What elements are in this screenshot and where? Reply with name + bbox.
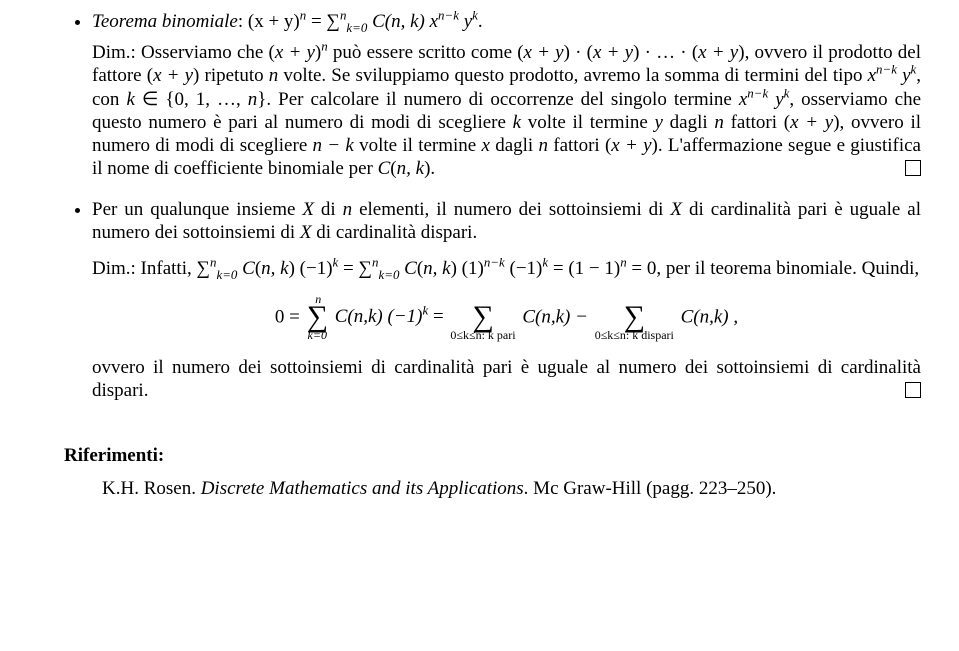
sigma-1: n ∑ k=0 <box>307 294 328 340</box>
display-equation: 0 = n ∑ k=0 C(n,k) (−1)k = ∑ 0≤k≤n: k pa… <box>92 294 921 340</box>
subset-parity-item: Per un qualunque insieme X di n elementi… <box>92 198 921 402</box>
proof-1: Dim.: Osserviamo che (x + y)n può essere… <box>92 41 921 180</box>
th-expr: : (x + y)n = ∑nk=0 C(n, k) xn−k yk. <box>238 11 483 32</box>
theorem-line: Teorema binomiale: (x + y)n = ∑nk=0 C(n,… <box>92 11 483 32</box>
statement-2: Per un qualunque insieme X di n elementi… <box>92 198 921 244</box>
reference-item: K.H. Rosen. Discrete Mathematics and its… <box>64 477 921 500</box>
references-heading: Riferimenti: <box>64 444 921 467</box>
sigma-2: ∑ 0≤k≤n: k pari <box>450 294 515 340</box>
theorem-title: Teorema binomiale <box>92 11 238 32</box>
sigma-3: ∑ 0≤k≤n: k dispari <box>595 294 674 340</box>
page-body: Teorema binomiale: (x + y)n = ∑nk=0 C(n,… <box>0 0 959 532</box>
theorem-binomial-item: Teorema binomiale: (x + y)n = ∑nk=0 C(n,… <box>92 10 921 180</box>
qed-box-icon <box>905 160 921 176</box>
proof-2: Dim.: Infatti, ∑nk=0 C(n, k) (−1)k = ∑nk… <box>92 257 921 280</box>
conclusion-2: ovvero il numero dei sottoinsiemi di car… <box>92 356 921 402</box>
qed-box-icon <box>905 382 921 398</box>
